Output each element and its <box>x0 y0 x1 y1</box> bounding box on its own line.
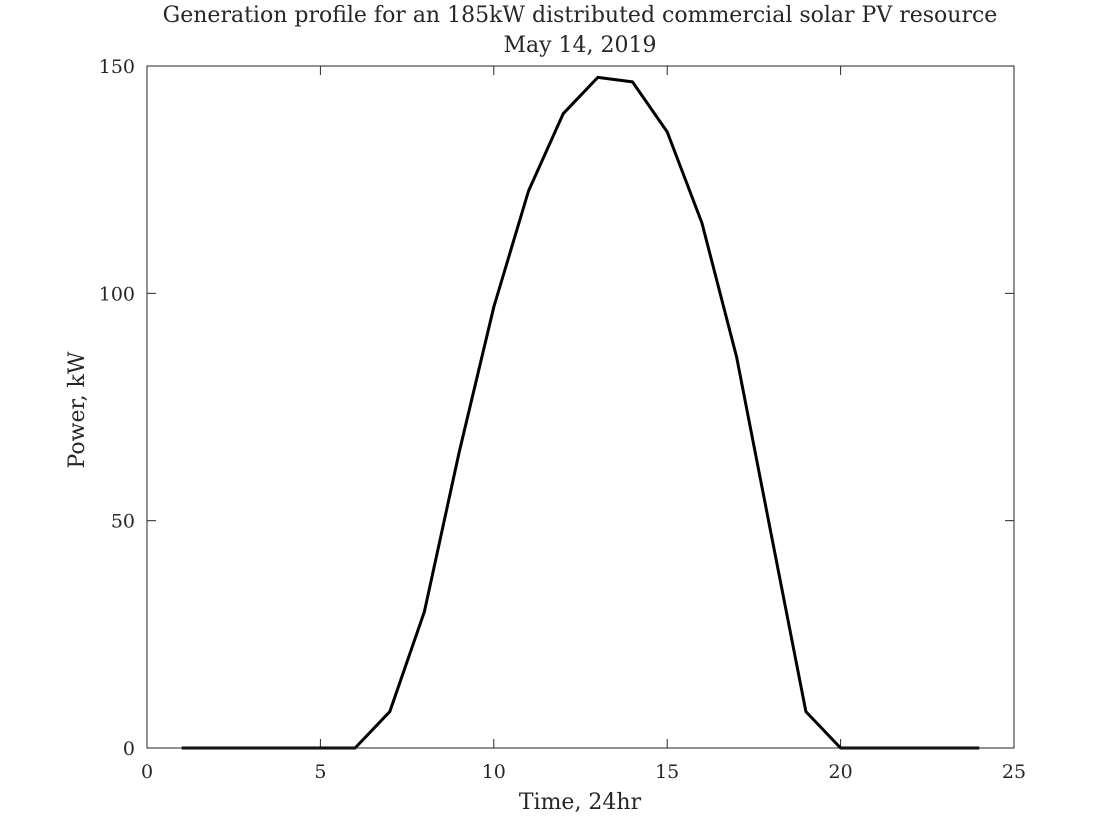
axes-box <box>146 65 1015 749</box>
chart-title: Generation profile for an 185kW distribu… <box>163 3 998 28</box>
chart-subtitle: May 14, 2019 <box>503 33 656 58</box>
y-axis-title: Power, kW <box>65 351 90 468</box>
x-tick-label: 10 <box>482 761 506 783</box>
x-tick-label: 15 <box>655 761 679 783</box>
y-tick-label: 150 <box>99 56 135 78</box>
y-tick-label: 0 <box>123 738 135 760</box>
y-tick-label: 100 <box>99 283 135 305</box>
y-tick-label: 50 <box>111 511 135 533</box>
plot-area <box>147 66 1014 748</box>
x-tick-label: 25 <box>1002 761 1026 783</box>
x-tick-label: 20 <box>829 761 853 783</box>
x-tick-label: 5 <box>314 761 326 783</box>
x-tick-label: 0 <box>141 761 153 783</box>
x-axis-title: Time, 24hr <box>519 790 642 815</box>
